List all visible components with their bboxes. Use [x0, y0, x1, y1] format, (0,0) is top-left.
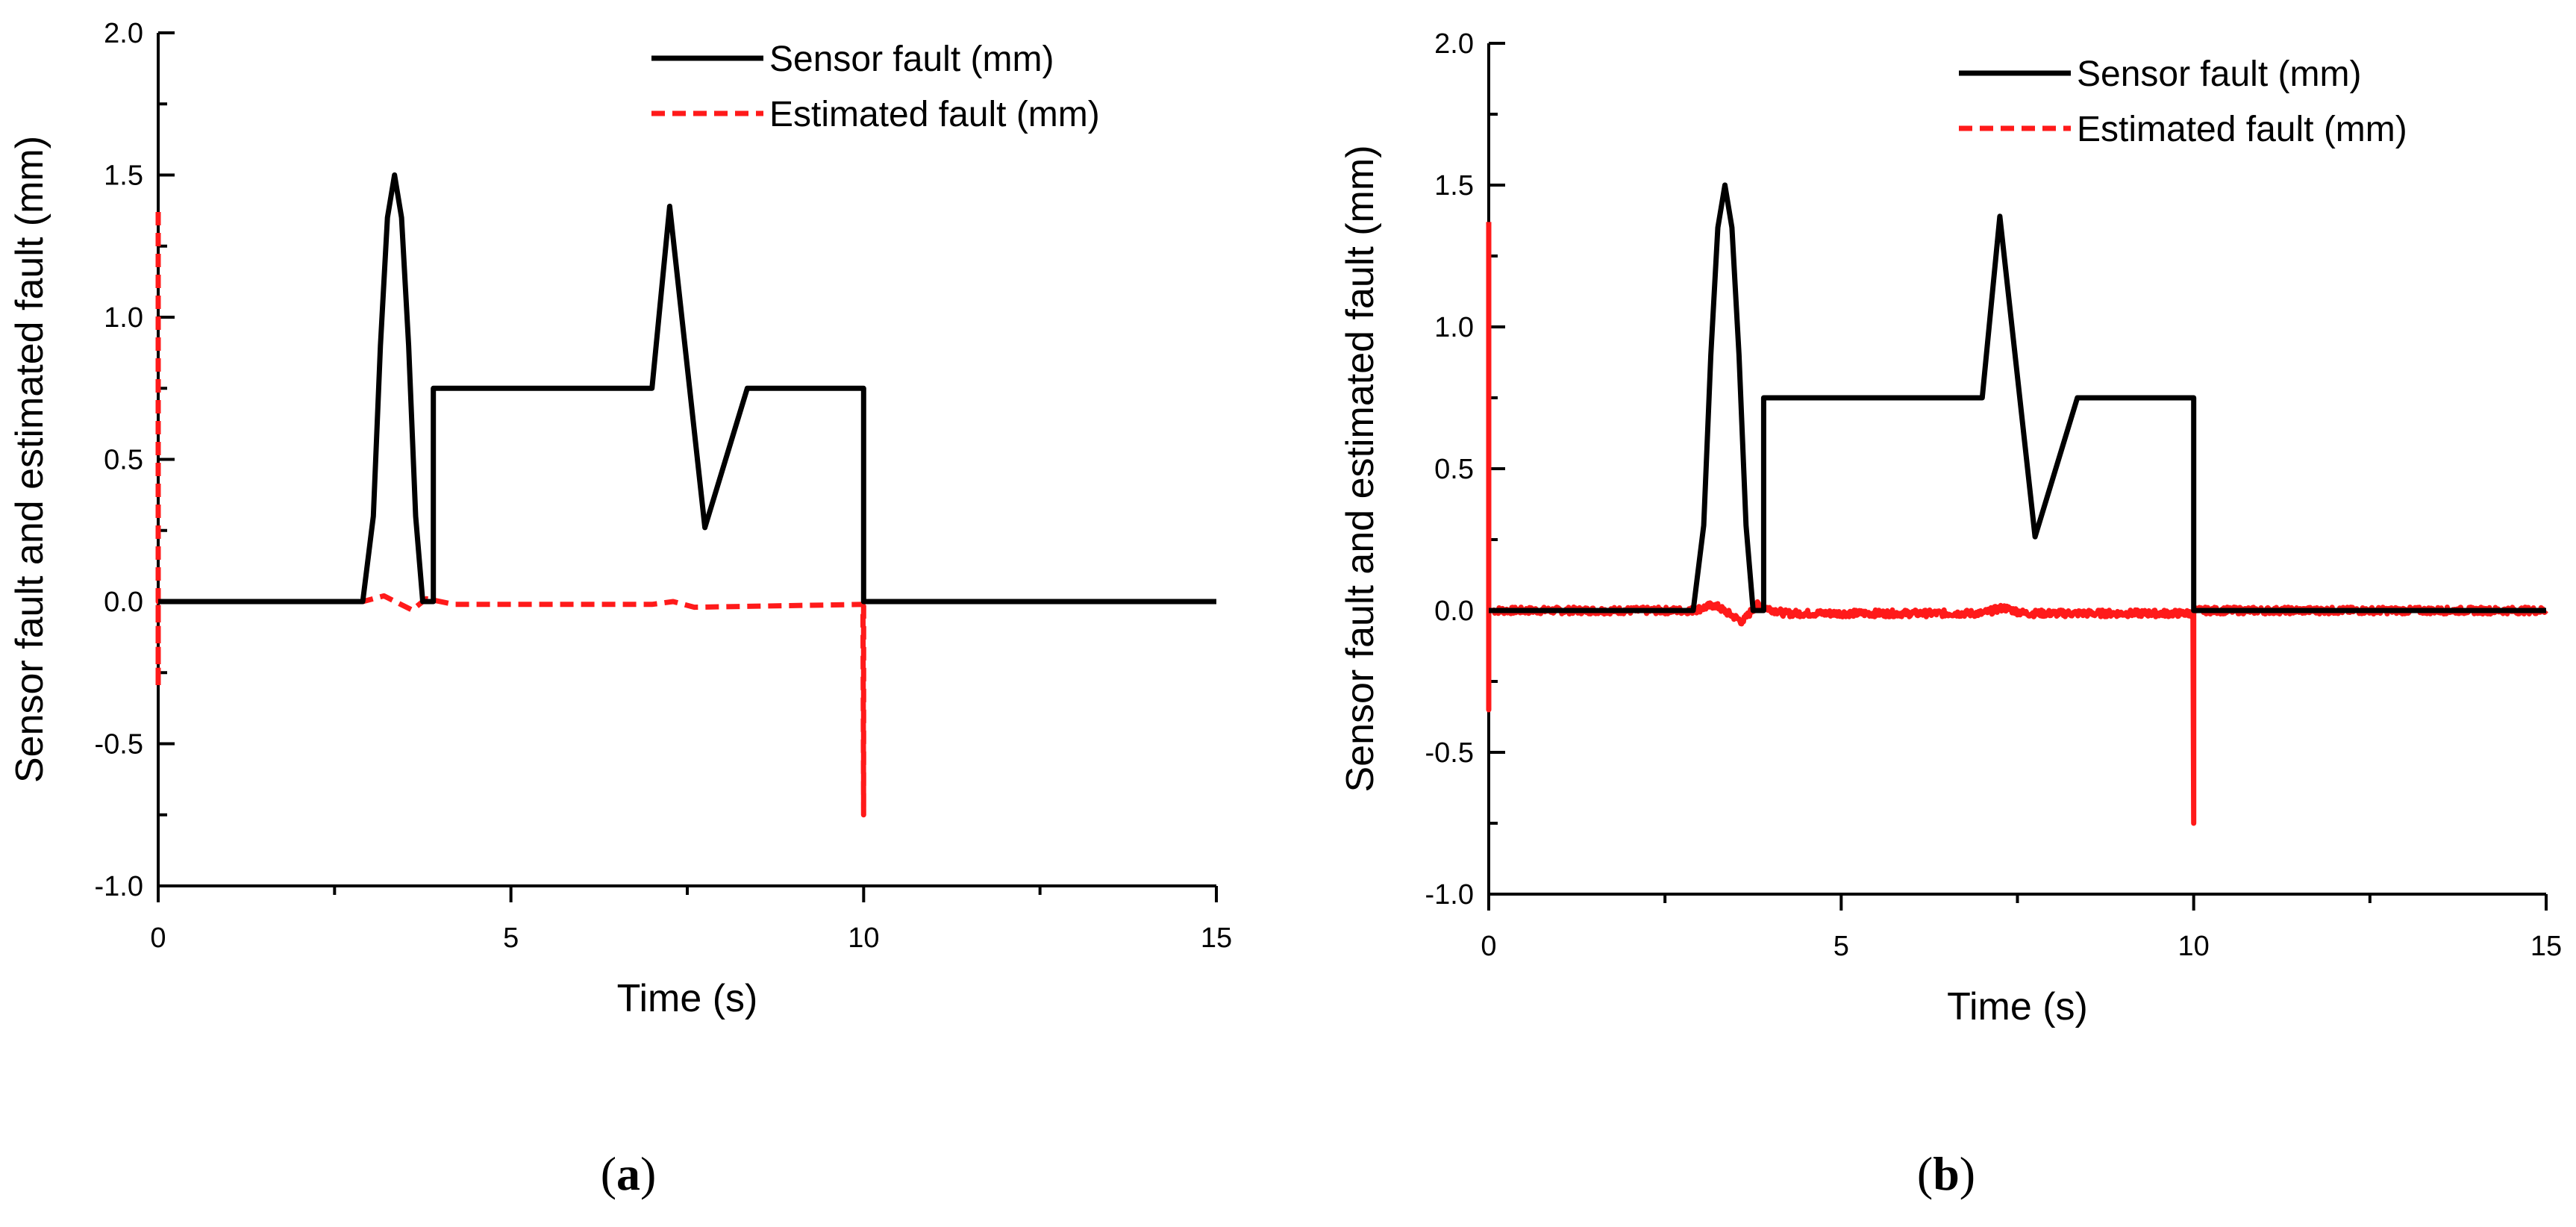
panel-label-a: (a): [601, 1147, 657, 1200]
y-tick-label: 1.0: [104, 302, 143, 334]
y-tick-label: 0.5: [1434, 454, 1474, 485]
y-tick-labels-b: -1.0 -0.5 0.0 0.5 1.0 1.5 2.0: [1425, 28, 1474, 911]
y-axis-title: Sensor fault and estimated fault (mm): [1339, 145, 1382, 792]
y-tick-label: 0.0: [1434, 596, 1474, 627]
y-axis-title: Sensor fault and estimated fault (mm): [8, 136, 51, 783]
series-line-sensor-fault: [1489, 182, 2546, 614]
x-tick-label: 10: [848, 922, 879, 954]
y-tick-label: 1.5: [1434, 170, 1474, 202]
axes-b: [1487, 42, 2548, 911]
x-tick-labels-b: 0 5 10 15: [1481, 931, 2562, 962]
series-line-estimated-fault: [155, 212, 1216, 818]
y-tick-label: -0.5: [1425, 737, 1474, 769]
series-a: [155, 172, 1216, 818]
x-axis-title: Time (s): [1947, 985, 2088, 1028]
y-tick-label: 2.0: [1434, 28, 1474, 60]
chart-panel-a: -1.0 -0.5 0.0 0.5 1.0 1.5 2.0 0 5 10 15 …: [8, 18, 1232, 1200]
legend-b: Sensor fault (mm) Estimated fault (mm): [1959, 54, 2407, 149]
x-tick-label: 0: [150, 922, 166, 954]
x-tick-label: 5: [503, 922, 519, 954]
x-tick-label: 15: [1201, 922, 1232, 954]
panel-letter-b: b: [1933, 1147, 1960, 1200]
y-tick-label: -1.0: [95, 871, 143, 902]
x-tick-labels-a: 0 5 10 15: [150, 922, 1232, 954]
y-tick-label: -0.5: [95, 729, 143, 761]
series-line-sensor-fault: [158, 172, 1216, 605]
y-tick-label: -1.0: [1425, 879, 1474, 911]
y-tick-labels-a: -1.0 -0.5 0.0 0.5 1.0 1.5 2.0: [95, 18, 143, 902]
panel-letter-a: a: [616, 1147, 640, 1200]
y-tick-label: 0.0: [104, 587, 143, 618]
y-tick-label: 2.0: [104, 18, 143, 49]
x-tick-label: 0: [1481, 931, 1496, 962]
legend-label-estimated-fault: Estimated fault (mm): [769, 95, 1100, 134]
chart-panel-b: -1.0 -0.5 0.0 0.5 1.0 1.5 2.0 0 5 10 15 …: [1339, 28, 2562, 1200]
legend-label-estimated-fault: Estimated fault (mm): [2077, 110, 2407, 149]
series-line-estimated-fault: [1486, 222, 2548, 826]
series-b: [1486, 182, 2548, 826]
x-tick-label: 10: [2178, 931, 2210, 962]
legend-label-sensor-fault: Sensor fault (mm): [769, 40, 1054, 79]
y-tick-label: 1.0: [1434, 312, 1474, 343]
legend-label-sensor-fault: Sensor fault (mm): [2077, 54, 2361, 94]
axes-a: [157, 31, 1218, 902]
panel-label-b: (b): [1917, 1147, 1975, 1200]
y-tick-label: 0.5: [104, 445, 143, 476]
x-axis-title: Time (s): [617, 977, 758, 1020]
x-tick-label: 15: [2530, 931, 2562, 962]
x-tick-label: 5: [1833, 931, 1849, 962]
legend-a: Sensor fault (mm) Estimated fault (mm): [651, 40, 1100, 134]
y-tick-label: 1.5: [104, 160, 143, 192]
